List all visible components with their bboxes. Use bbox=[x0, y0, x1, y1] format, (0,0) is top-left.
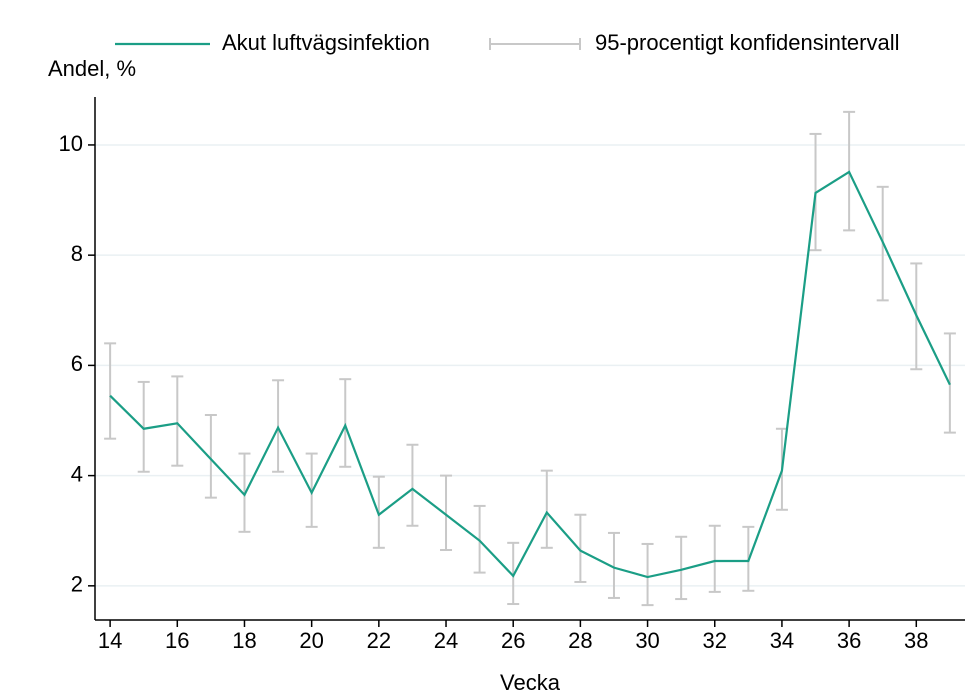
x-tick-label: 26 bbox=[501, 628, 525, 653]
x-tick-label: 32 bbox=[703, 628, 727, 653]
series-line bbox=[109, 170, 951, 579]
legend-label: 95-procentigt konfidensintervall bbox=[595, 30, 900, 55]
y-tick-label: 4 bbox=[71, 461, 83, 486]
x-tick-label: 28 bbox=[568, 628, 592, 653]
x-tick-label: 16 bbox=[165, 628, 189, 653]
y-tick-label: 8 bbox=[71, 241, 83, 266]
x-tick-label: 20 bbox=[299, 628, 323, 653]
x-tick-label: 22 bbox=[367, 628, 391, 653]
legend-label: Akut luftvägsinfektion bbox=[222, 30, 430, 55]
x-tick-label: 18 bbox=[232, 628, 256, 653]
y-tick-label: 6 bbox=[71, 351, 83, 376]
x-tick-label: 34 bbox=[770, 628, 794, 653]
y-tick-label: 10 bbox=[59, 131, 83, 156]
x-tick-label: 24 bbox=[434, 628, 458, 653]
x-tick-label: 14 bbox=[98, 628, 122, 653]
x-tick-label: 30 bbox=[635, 628, 659, 653]
x-axis-label: Vecka bbox=[500, 670, 561, 695]
y-tick-label: 2 bbox=[71, 572, 83, 597]
x-tick-label: 38 bbox=[904, 628, 928, 653]
x-tick-label: 36 bbox=[837, 628, 861, 653]
y-axis-label: Andel, % bbox=[48, 56, 136, 81]
